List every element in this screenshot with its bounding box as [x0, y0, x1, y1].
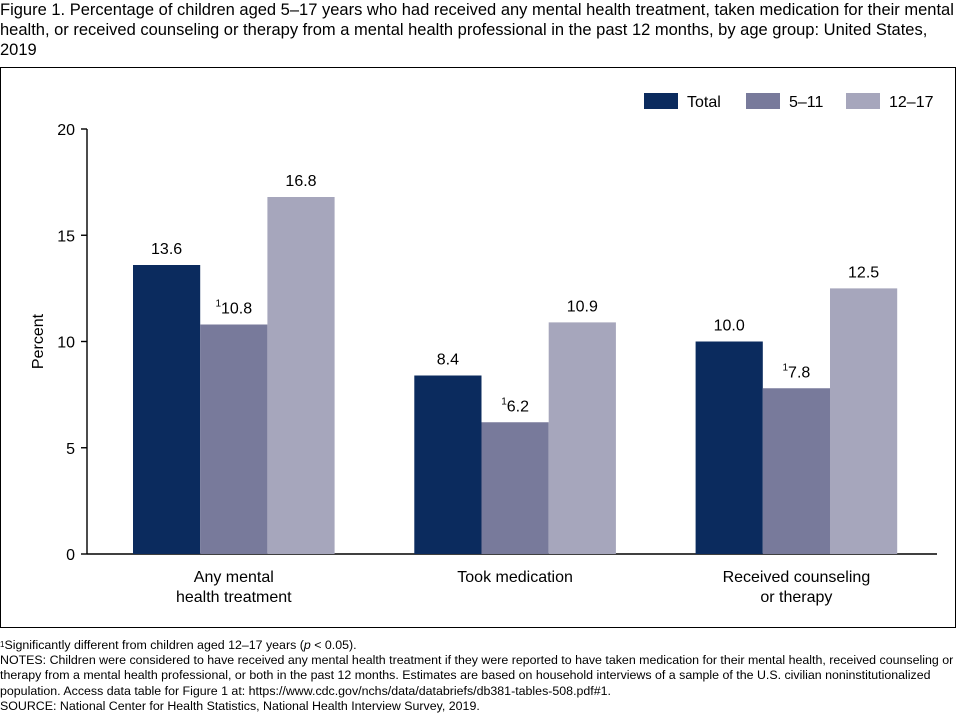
- source-text: SOURCE: National Center for Health Stati…: [0, 698, 480, 713]
- y-tick-label: 15: [57, 228, 75, 245]
- bar: [762, 388, 830, 554]
- figure-title: Figure 1. Percentage of children aged 5–…: [0, 1, 954, 59]
- x-category-label: Any mental health treatment: [176, 569, 292, 606]
- bar-value-label: 110.8: [215, 299, 252, 318]
- y-tick-label: 0: [66, 547, 75, 564]
- legend-label: 12–17: [889, 94, 934, 111]
- legend-label: 5–11: [789, 94, 824, 111]
- bar-value-label: 16.2: [501, 396, 529, 415]
- bar-value-text: 7.8: [788, 364, 810, 381]
- bar-value-label: 16.8: [285, 173, 316, 190]
- x-category-label: Received counseling or therapy: [723, 569, 871, 606]
- footnote-superscript: 1: [782, 362, 788, 373]
- legend: Total 5–11 12–17: [644, 93, 934, 111]
- bar: [695, 341, 763, 554]
- bar-value-label: 8.4: [437, 352, 459, 369]
- x-category-label-line: or therapy: [760, 589, 832, 606]
- footnote-text-after: < 0.05).: [310, 638, 357, 652]
- y-tick-label: 20: [57, 122, 75, 139]
- x-category-label-line: Received counseling: [723, 569, 871, 586]
- y-tick-label: 10: [57, 335, 75, 352]
- bar: [481, 422, 549, 554]
- bar: [267, 197, 335, 554]
- footnote-superscript: 1: [501, 396, 507, 407]
- bar: [830, 288, 898, 554]
- bar: [133, 265, 201, 554]
- bar-value-label: 10.9: [567, 298, 598, 315]
- bar: [200, 324, 268, 554]
- bar: [548, 322, 616, 554]
- footnote-p-symbol: p: [303, 638, 311, 652]
- y-tick-label: 5: [66, 441, 75, 458]
- notes-section: 1Significantly different from children a…: [0, 638, 958, 714]
- bar-value-label: 12.5: [848, 264, 879, 281]
- bar: [414, 375, 482, 554]
- footnote-superscript: 1: [215, 299, 221, 310]
- bar-value-label: 17.8: [782, 362, 810, 381]
- bar-value-text: 10.8: [221, 301, 252, 318]
- bar-chart: 0 5 10 15 20 Percent Any mental health treatmen…: [30, 93, 937, 606]
- legend-label: Total: [687, 94, 721, 111]
- x-category-label: Took medication: [457, 569, 573, 586]
- y-axis-label: Percent: [30, 313, 47, 369]
- footnote-mark: 1: [0, 640, 5, 649]
- legend-swatch: [644, 93, 678, 109]
- bar-value-label: 10.0: [714, 318, 745, 335]
- bar-value-label: 13.6: [151, 241, 182, 258]
- axes: 0 5 10 15 20 Percent Any mental health treatmen…: [30, 122, 937, 606]
- chart-frame: 0 5 10 15 20 Percent Any mental health treatmen…: [0, 67, 956, 628]
- legend-swatch: [746, 93, 780, 109]
- footnote: 1Significantly different from children a…: [0, 638, 958, 653]
- bars: [133, 197, 898, 554]
- bar-value-text: 6.2: [507, 398, 529, 415]
- x-category-label-line: health treatment: [176, 589, 292, 606]
- x-category-label-line: Took medication: [457, 569, 573, 586]
- x-category-label-line: Any mental: [194, 569, 274, 586]
- legend-swatch: [846, 93, 880, 109]
- notes-text: NOTES: Children were considered to have …: [0, 653, 954, 698]
- footnote-text-before: Significantly different from children ag…: [4, 638, 304, 652]
